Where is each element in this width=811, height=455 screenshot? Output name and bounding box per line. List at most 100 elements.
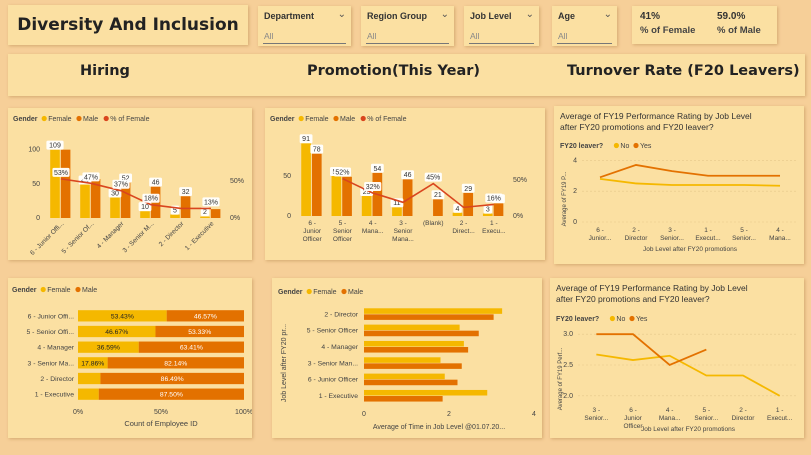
x-tick-label: 6 - (629, 407, 637, 414)
kpi-male-label: % of Male (717, 25, 761, 36)
line-data-label-bg (202, 197, 220, 207)
legend-item: Female (47, 287, 70, 294)
slicer-department[interactable]: Department ⌄ All (258, 6, 351, 46)
line-data-label-bg (112, 179, 130, 189)
x-tick-label: Execut... (695, 235, 720, 242)
data-label-male-bg (310, 144, 324, 154)
line-data-label-bg (52, 167, 70, 177)
data-label-male: 87.50% (160, 392, 183, 399)
data-label-female-bg (390, 198, 404, 208)
chevron-down-icon[interactable]: ⌄ (603, 9, 612, 20)
bar-male (463, 192, 474, 216)
x-tick-label: 1 - Executive (184, 220, 216, 252)
x-axis-label: Job Level after FY20 promotions (643, 246, 738, 253)
x-axis-label: Job Level after FY20 promotions (641, 426, 736, 433)
pct-female-line (60, 178, 211, 210)
x-tick-label: 5 - (703, 407, 711, 414)
data-label-female: 30 (111, 191, 119, 198)
gender-pct-chart: Gender Female Male 6 - Junior Offi... 53.43%… (12, 286, 252, 428)
slicer-age[interactable]: Age ⌄ All (552, 6, 617, 46)
line-data-label-bg (424, 172, 442, 182)
x-tick-label: 1 - (704, 227, 712, 234)
x-tick-label: Mana... (392, 236, 414, 243)
x-tick-label: Senior (394, 228, 414, 235)
slicer-job-level[interactable]: Job Level ⌄ All (464, 6, 539, 46)
data-label-female: 10 (141, 204, 149, 211)
legend-title: FY20 leaver? (556, 316, 599, 323)
data-label-female: 5 (173, 208, 177, 215)
time-in-job-chart: Gender Female Male 2 - Director 5 - Senior O… (278, 288, 536, 431)
slicer-value: All (264, 31, 274, 41)
y-tick-label: 5 - Senior Officer (307, 328, 359, 335)
bar-female (78, 388, 99, 400)
data-label-female: 4 (456, 206, 460, 213)
bar-female (78, 310, 167, 322)
bar-male (107, 357, 244, 369)
y-tick-label: 2 - Director (40, 376, 74, 383)
promotion-chart-card: Gender Female Male % of Female 0 50 0% 50% 91 78 6… (265, 108, 545, 260)
y-axis-label: Average of FY19 P... (562, 171, 568, 226)
x-tick-label: 5 - (740, 227, 748, 234)
y-tick-label: 3.0 (563, 331, 573, 338)
data-label-female: 36.59% (97, 345, 120, 352)
bar-male (155, 325, 244, 338)
data-label-male-bg (431, 190, 445, 200)
data-label-female: 46.67% (105, 329, 128, 336)
y-tick-label: 2 - Director (324, 311, 358, 318)
slicer-underline (469, 43, 534, 44)
bar-male (364, 314, 494, 320)
chevron-down-icon[interactable]: ⌄ (525, 9, 534, 20)
slicer-underline (263, 43, 346, 44)
chevron-down-icon[interactable]: ⌄ (440, 9, 449, 20)
legend-item: No (620, 143, 629, 150)
turnover-bottom-chart-card: Average of FY19 Performance Rating by Jo… (550, 278, 804, 438)
data-label-male-bg (179, 187, 192, 197)
x-tick-label: 1 - (776, 407, 784, 414)
x-tick-label: 6 - (596, 227, 604, 234)
chevron-down-icon[interactable]: ⌄ (337, 9, 346, 20)
data-label-male: 46 (152, 180, 160, 187)
bar-male (364, 330, 479, 337)
slicer-region-group[interactable]: Region Group ⌄ All (361, 6, 454, 46)
x-tick-label: Officer (303, 236, 323, 243)
x-tick-label: 4 - (666, 407, 674, 414)
series-line-yes (596, 333, 707, 367)
x-tick-label: 100% (235, 409, 252, 416)
kpi-female-value: 41% (640, 11, 661, 22)
x-tick-label: 2 - (460, 220, 468, 227)
y2-tick-label: 0% (230, 215, 240, 222)
bar-male (180, 196, 191, 218)
y-tick-label: 2.0 (563, 393, 573, 400)
y-tick-label: 0 (573, 219, 577, 226)
data-label-male: 54 (373, 166, 381, 173)
data-label-male: 46 (404, 172, 412, 179)
y-tick-label: 50 (32, 181, 40, 188)
legend-marker (41, 115, 47, 122)
gender-pct-chart-card: Gender Female Male 6 - Junior Offi... 53.43%… (8, 278, 252, 438)
bar-female (140, 211, 150, 218)
bar-male (342, 176, 352, 216)
legend-marker (341, 288, 347, 295)
bar-male (138, 341, 244, 353)
line-data-label: 37% (114, 182, 128, 189)
kpi-male-value: 59.0% (717, 11, 746, 22)
y-tick-label: 0 (36, 215, 40, 222)
legend-title: Gender (270, 116, 295, 123)
line-data-label: 13% (204, 199, 218, 206)
hiring-chart-card: Gender Female Male % of Female 0 50 100 0% 50% 10… (8, 108, 252, 260)
x-tick-label: 3 - Senior M... (122, 220, 156, 254)
series-line-no (599, 177, 781, 187)
slicer-value: All (470, 31, 480, 41)
x-tick-label: Officer (623, 423, 643, 430)
legend-marker (75, 286, 81, 293)
slicer-label: Age (558, 11, 576, 21)
section-turnover: Turnover Rate (F20 Leavers) (567, 63, 800, 79)
bar-male (402, 179, 413, 216)
y-tick-label: 2 (573, 188, 577, 195)
x-tick-label: Mana... (659, 415, 681, 422)
y-tick-label: 1 - Executive (319, 393, 359, 400)
y-tick-label: 4 (573, 157, 577, 164)
y-axis-label: Average of FY19 Perf... (558, 347, 564, 410)
data-label-male: 53.33% (188, 329, 211, 336)
bar-male (100, 372, 244, 385)
